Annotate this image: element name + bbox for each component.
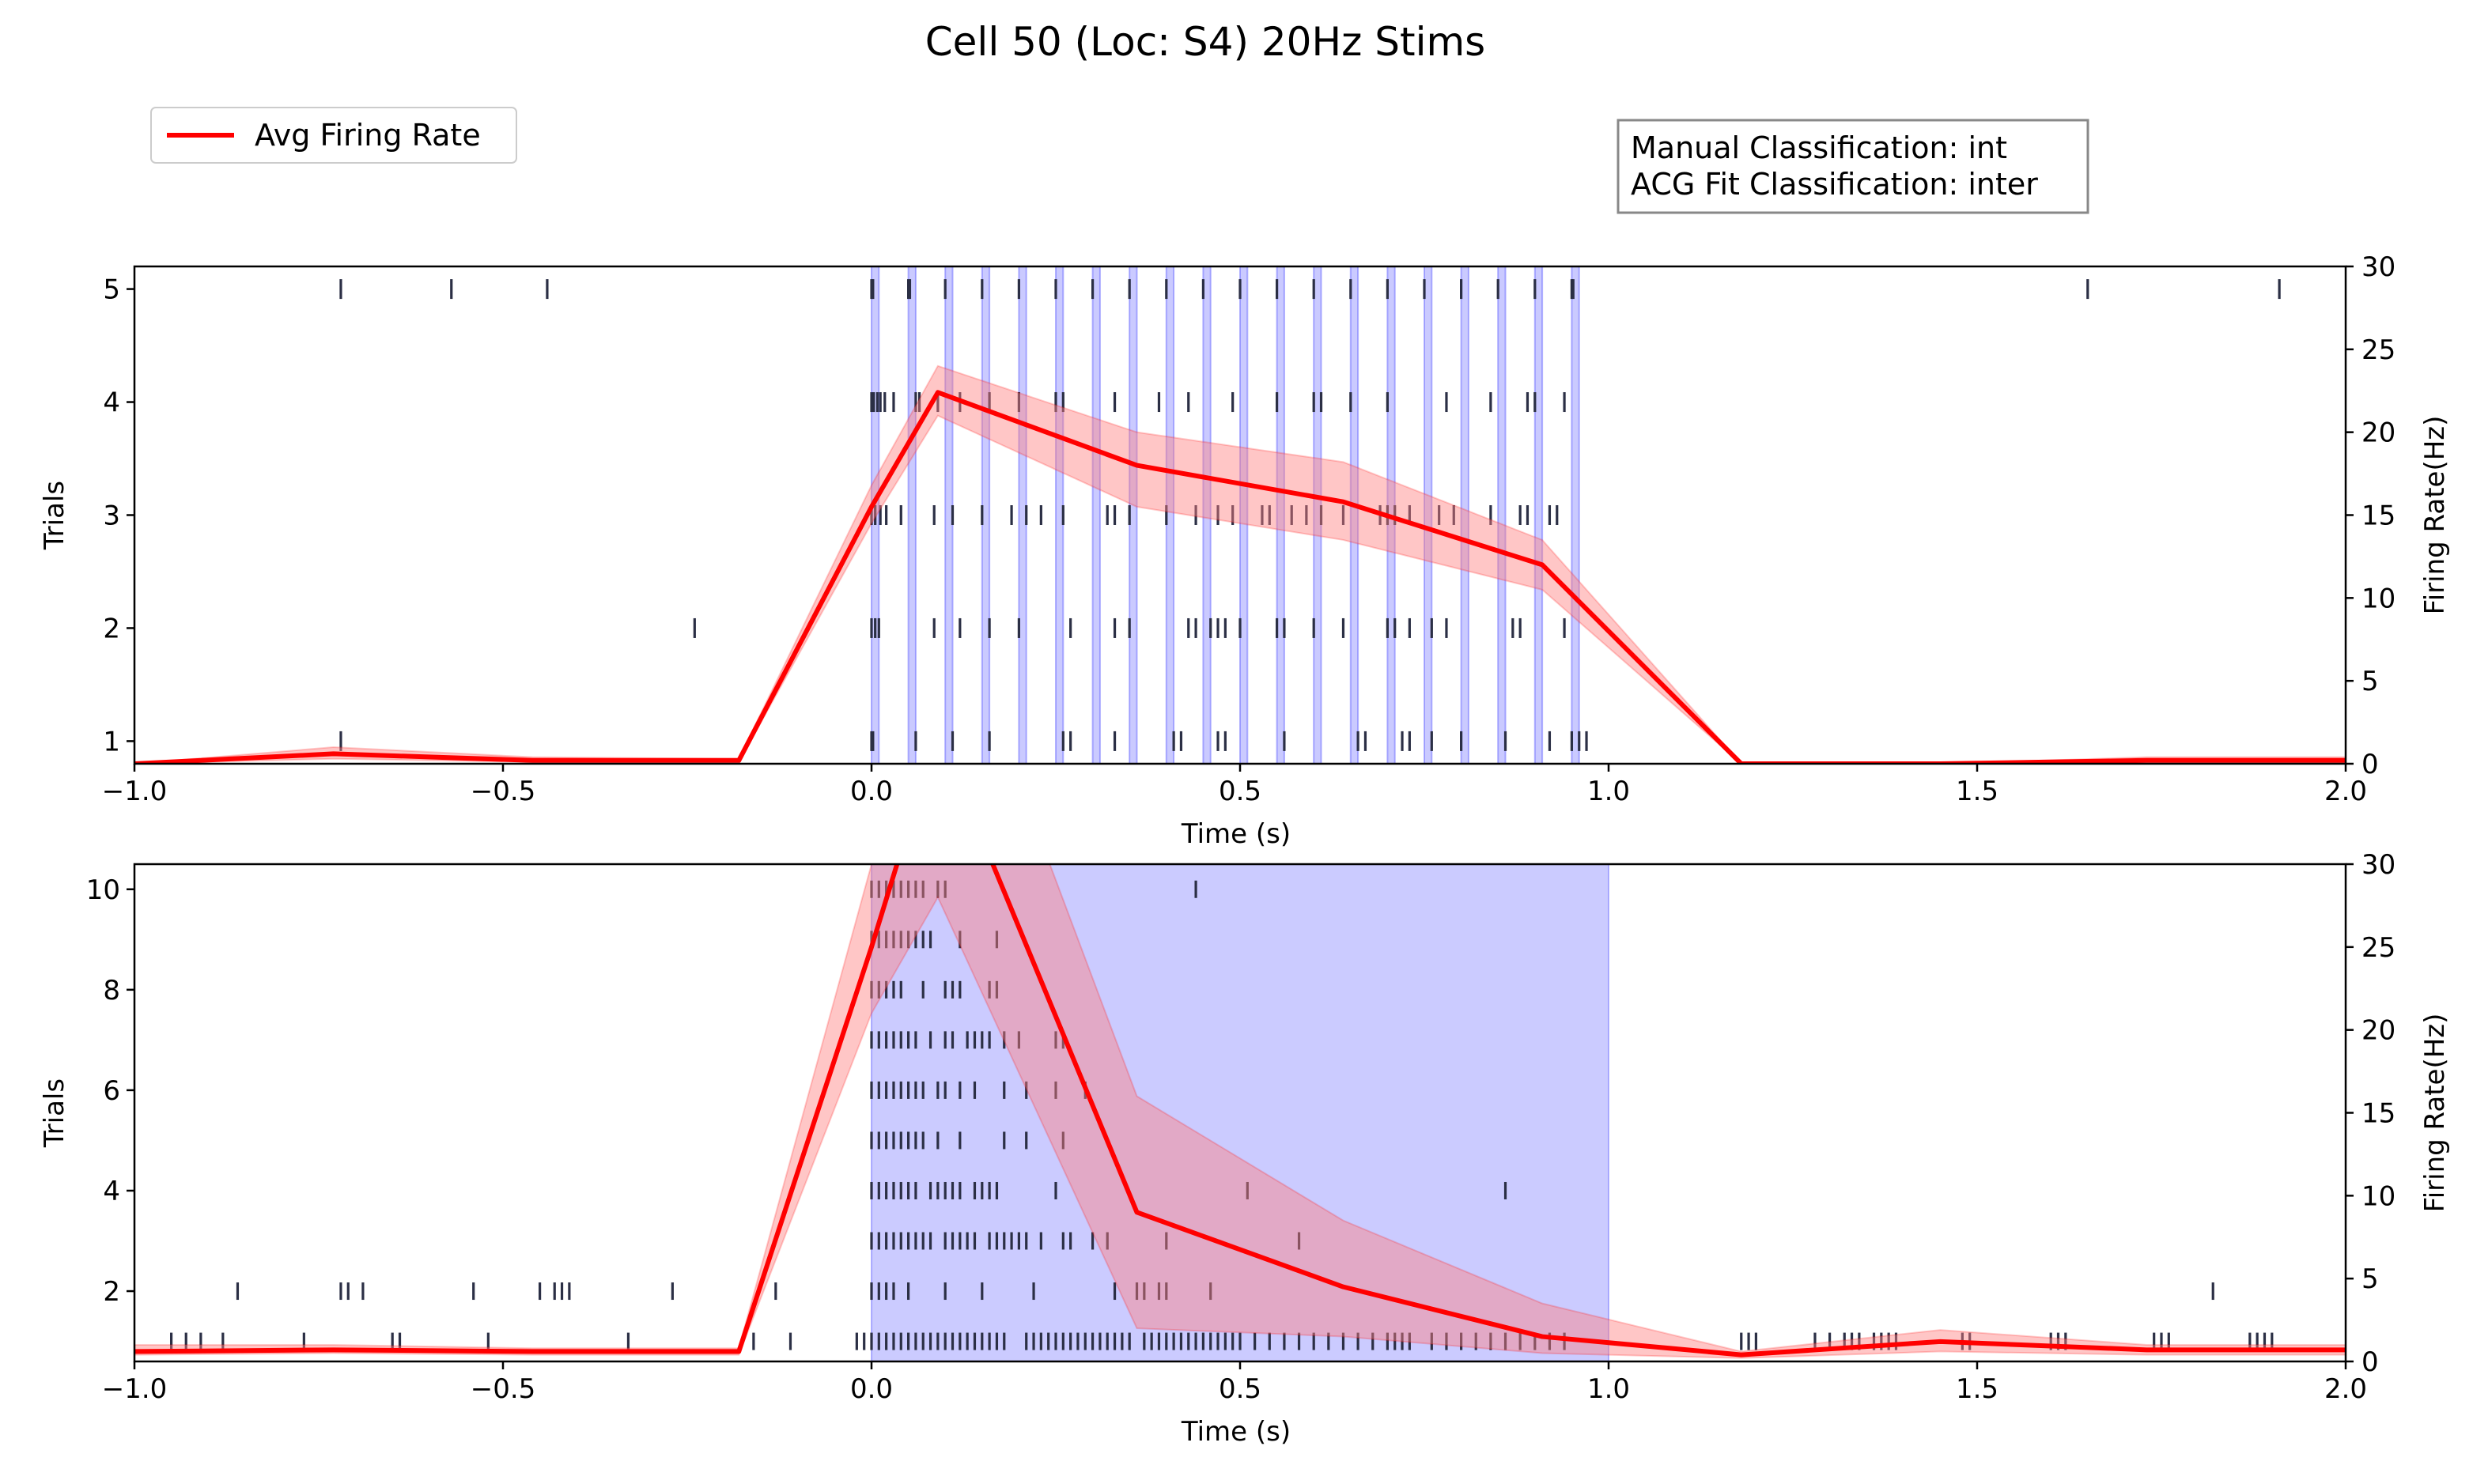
stim-pulse bbox=[1091, 266, 1101, 764]
stim-pulse bbox=[1533, 266, 1544, 764]
legend-frame bbox=[150, 107, 517, 164]
y-left-tick-label: 4 bbox=[103, 387, 120, 419]
stim-block bbox=[871, 864, 1609, 1361]
y-right-tick-label: 5 bbox=[2361, 666, 2379, 697]
manual-classification-text: Manual Classification: int bbox=[1631, 130, 2007, 165]
y-left-tick-label: 1 bbox=[103, 726, 120, 757]
x-tick-label: 1.0 bbox=[1587, 776, 1630, 807]
x-tick-label: 0.0 bbox=[850, 776, 893, 807]
x-tick-label: 1.5 bbox=[1956, 1373, 1998, 1405]
y-right-tick-label: 15 bbox=[2361, 500, 2395, 532]
stim-pulse bbox=[1349, 266, 1359, 764]
stim-pulse bbox=[1239, 266, 1249, 764]
x-tick-label: 2.0 bbox=[2324, 1373, 2367, 1405]
y-left-axis-label: Trials bbox=[39, 481, 70, 550]
x-tick-label: 2.0 bbox=[2324, 776, 2367, 807]
stim-pulse bbox=[1460, 266, 1469, 764]
classification-box: Manual Classification: int ACG Fit Class… bbox=[1617, 119, 2089, 214]
y-right-tick-label: 20 bbox=[2361, 417, 2395, 449]
x-tick-label: −1.0 bbox=[102, 1373, 168, 1405]
x-axis-label: Time (s) bbox=[1181, 818, 1291, 850]
x-tick-label: −0.5 bbox=[471, 1373, 536, 1405]
y-right-axis-label: Firing Rate(Hz) bbox=[2419, 416, 2451, 615]
stim-pulse bbox=[1497, 266, 1507, 764]
firing-rate-confidence-band bbox=[134, 864, 2346, 1359]
y-right-tick-label: 20 bbox=[2361, 1015, 2395, 1047]
plot-area bbox=[134, 266, 2346, 764]
x-tick-label: 1.0 bbox=[1587, 1373, 1630, 1405]
y-left-tick-label: 2 bbox=[103, 613, 120, 644]
y-left-axis-label: Trials bbox=[39, 1078, 70, 1148]
figure-title: Cell 50 (Loc: S4) 20Hz Stims bbox=[925, 19, 1485, 65]
y-left-tick-label: 8 bbox=[103, 975, 120, 1006]
top-raster-panel: −1.0 −0.5 0.0 0.5 1.0 1.5 2.0 Time (s) 1 2 3 4 5 Tria… bbox=[39, 251, 2451, 850]
y-left-tick-label: 5 bbox=[103, 274, 120, 306]
y-right-tick-label: 25 bbox=[2361, 334, 2395, 366]
x-tick-label: 0.5 bbox=[1219, 1373, 1261, 1405]
x-tick-label: 1.5 bbox=[1956, 776, 1998, 807]
legend: Avg Firing Rate bbox=[150, 107, 517, 164]
plot-area bbox=[134, 864, 2346, 1361]
y-right-tick-label: 10 bbox=[2361, 1180, 2395, 1212]
stim-pulse bbox=[1276, 266, 1285, 764]
x-tick-label: 0.5 bbox=[1219, 776, 1261, 807]
y-right-tick-label: 15 bbox=[2361, 1098, 2395, 1130]
y-left-tick-label: 6 bbox=[103, 1075, 120, 1107]
y-right-axis-label: Firing Rate(Hz) bbox=[2419, 1014, 2451, 1213]
legend-label: Avg Firing Rate bbox=[255, 118, 481, 153]
y-left-tick-label: 10 bbox=[86, 874, 120, 906]
y-right-tick-label: 30 bbox=[2361, 849, 2395, 881]
y-right-tick-label: 0 bbox=[2361, 1346, 2379, 1378]
bottom-raster-panel: −1.0 −0.5 0.0 0.5 1.0 1.5 2.0 Time (s) 2 4 6 8 10 Tri… bbox=[39, 849, 2451, 1448]
stim-pulse bbox=[1424, 266, 1433, 764]
x-tick-label: 0.0 bbox=[850, 1373, 893, 1405]
firing-rate-confidence-band bbox=[134, 364, 2346, 764]
acg-classification-text: ACG Fit Classification: inter bbox=[1631, 167, 2038, 202]
stim-pulse bbox=[1571, 266, 1580, 764]
x-axis-label: Time (s) bbox=[1181, 1416, 1291, 1448]
y-right-tick-label: 5 bbox=[2361, 1263, 2379, 1295]
y-right-tick-label: 30 bbox=[2361, 251, 2395, 283]
stim-pulse bbox=[907, 266, 917, 764]
y-left-tick-label: 4 bbox=[103, 1176, 120, 1207]
stim-pulse bbox=[1202, 266, 1212, 764]
x-tick-label: −0.5 bbox=[471, 776, 536, 807]
y-left-tick-label: 3 bbox=[103, 500, 120, 532]
y-right-tick-label: 10 bbox=[2361, 583, 2395, 614]
y-left-tick-label: 2 bbox=[103, 1276, 120, 1308]
y-right-tick-label: 25 bbox=[2361, 932, 2395, 964]
x-tick-label: −1.0 bbox=[102, 776, 168, 807]
classification-frame bbox=[1617, 119, 2089, 214]
y-right-tick-label: 0 bbox=[2361, 749, 2379, 780]
